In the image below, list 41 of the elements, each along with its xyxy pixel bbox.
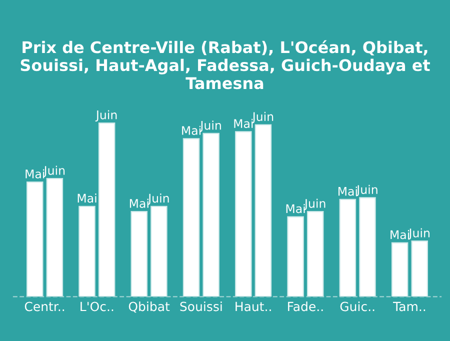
text: Mai — [26, 169, 44, 178]
text: Juin — [304, 198, 326, 210]
text: Juin — [147, 194, 169, 205]
chart-title: Prix de Centre-Ville (Rabat), L'Océan, Qbibat, Souissi, Haut-Agal, Fadessa, Guich-Oudaya et Tamesna — [20, 40, 430, 90]
bar — [202, 132, 220, 297]
bar — [98, 122, 116, 297]
text: Juin — [356, 184, 378, 196]
text: Mai — [338, 186, 357, 196]
text: Mai — [78, 194, 96, 203]
x-tick-label: Haut.. — [236, 302, 271, 312]
x-tick-label: L'Oc.. — [80, 302, 114, 312]
bar — [182, 138, 200, 297]
text: Juin — [408, 228, 430, 240]
text: Juin — [200, 120, 221, 132]
bar — [78, 206, 96, 297]
text: Mai — [390, 230, 410, 240]
bar — [287, 216, 304, 297]
text: Mai — [286, 204, 305, 214]
text: Mai — [130, 198, 148, 208]
bar — [391, 242, 408, 297]
bar — [254, 124, 272, 297]
bar — [306, 211, 324, 297]
text: Mai — [234, 118, 253, 128]
bar — [339, 198, 356, 297]
bar — [46, 178, 64, 297]
x-tick-label: Guic.. — [340, 302, 374, 312]
bar — [411, 240, 428, 297]
x-tick-label: Souissi — [180, 302, 222, 312]
x-tick-label: Fade.. — [288, 302, 323, 312]
bar — [130, 211, 148, 297]
bar — [359, 197, 376, 297]
bar — [235, 131, 252, 297]
text: Juin — [95, 110, 117, 122]
text: Juin — [43, 166, 65, 178]
x-tick-label: Qbibat — [128, 302, 170, 313]
bar — [26, 182, 44, 297]
bar — [150, 206, 168, 297]
series-label: Juin — [252, 112, 274, 124]
series-label: Mai — [182, 126, 201, 135]
x-tick-label: Tam.. — [393, 302, 426, 312]
x-tick-label: Centr.. — [24, 302, 64, 312]
